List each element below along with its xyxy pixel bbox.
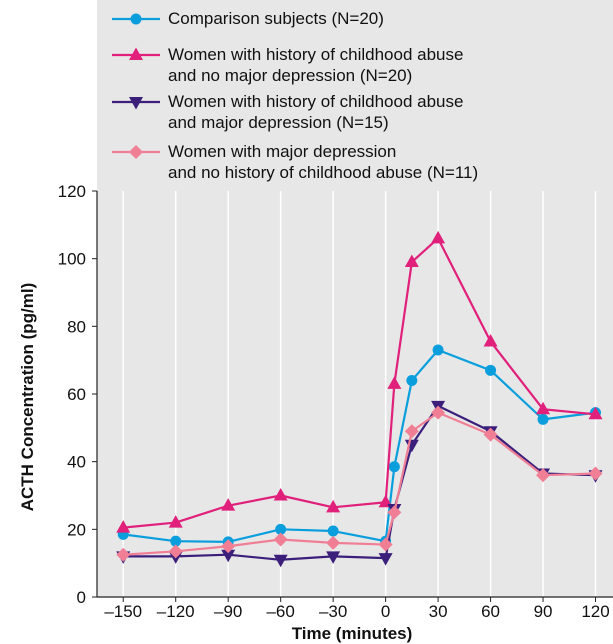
data-point [168,515,183,528]
data-point [483,334,498,347]
x-tick-label: –60 [266,602,294,621]
legend-swatch-marker [129,47,143,60]
x-tick-label: –30 [319,602,347,621]
data-point [588,466,603,481]
data-point [404,254,419,268]
data-point [431,230,446,244]
data-point [327,525,339,537]
data-point [273,554,288,568]
series-line [123,237,596,529]
legend-item-3: Women with major depression and no histor… [112,142,478,182]
data-point [378,537,393,552]
data-point [326,535,341,550]
y-tick-label: 20 [67,520,86,539]
data-point [116,520,131,533]
data-point [483,427,498,442]
data-point [387,505,402,520]
legend-background [97,0,613,191]
legend-label: Women with major depression [168,142,396,161]
legend: Comparison subjects (N=20) Women with his… [112,9,478,182]
legend-item-0: Comparison subjects (N=20) [112,9,384,28]
x-tick-label: –120 [157,602,195,621]
data-point [404,424,419,439]
x-tick-label: –90 [214,602,242,621]
y-axis-title: ACTH Concentration (pg/ml) [18,283,37,512]
legend-swatch-marker [129,145,143,159]
legend-item-1: Women with history of childhood abuse and… [112,45,463,85]
legend-label: Women with history of childhood abuse [168,45,463,64]
x-axis-title: Time (minutes) [292,624,413,643]
x-tick-label: 0 [381,602,390,621]
data-point [221,549,236,563]
data-point [431,405,446,420]
legend-item-2: Women with history of childhood abuse and… [112,92,463,132]
x-tick-label: 30 [429,602,448,621]
y-tick-label: 80 [67,317,86,336]
y-tick-label: 120 [58,182,86,201]
x-tick-label: –150 [104,602,142,621]
legend-swatch-marker [130,13,142,25]
series-line [123,411,596,556]
data-point [326,499,341,513]
data-point [432,344,444,356]
series-3 [116,405,603,562]
data-point [326,551,341,564]
x-tick-label: 90 [534,602,553,621]
x-tick-label: 60 [481,602,500,621]
x-tick-label: 120 [581,602,609,621]
data-point [588,406,603,420]
data-point [273,488,288,501]
data-point [378,553,393,566]
data-point [273,532,288,547]
data-point [387,376,402,389]
legend-label: Comparison subjects (N=20) [168,9,384,28]
data-point [536,401,551,415]
y-tick-label: 60 [67,385,86,404]
axes: –150 –120 –90 –60 –30 0 30 60 90 120 0 20 40 60 80 100 1… [58,182,613,621]
y-tick-label: 0 [77,588,86,607]
series-1 [116,230,603,533]
legend-label: Women with history of childhood abuse [168,92,463,111]
legend-label: and no history of childhood abuse (N=11) [168,163,478,182]
y-tick-label: 40 [67,453,86,472]
data-point [221,498,236,511]
legend-label: and no major depression (N=20) [168,66,412,85]
data-point [116,547,131,562]
data-point [388,461,400,473]
data-point [170,535,182,547]
legend-swatch-marker [129,97,143,110]
series-layer [116,230,603,568]
legend-label: and major depression (N=15) [168,113,389,132]
data-point [168,544,183,559]
data-point [406,374,418,386]
data-point [275,523,287,535]
plot-background [97,191,613,597]
y-tick-label: 100 [58,250,86,269]
series-line [123,404,596,561]
data-point [485,364,497,376]
data-point [536,468,551,483]
data-point [537,413,549,425]
data-point [221,539,236,554]
